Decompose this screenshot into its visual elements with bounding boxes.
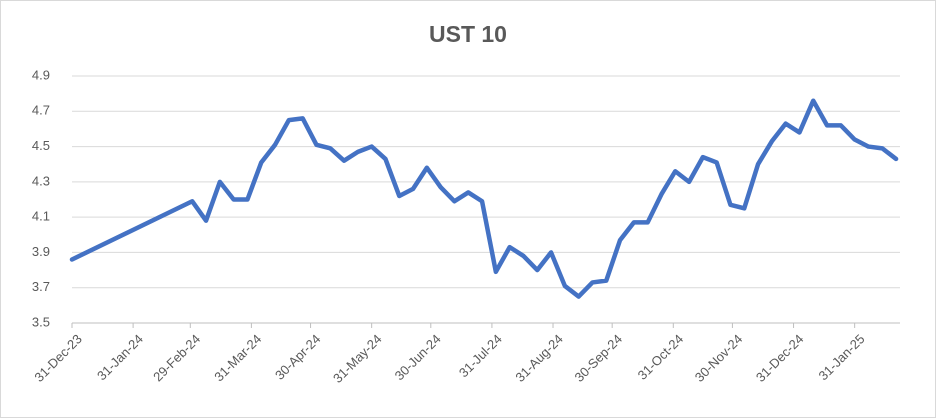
data-line	[69, 98, 899, 299]
y-tick-label: 4.3	[32, 173, 50, 188]
y-tick-label: 4.9	[32, 67, 50, 82]
chart-title: UST 10	[429, 21, 507, 47]
y-tick-label: 3.7	[32, 279, 50, 294]
y-tick-label: 3.9	[32, 244, 50, 259]
y-tick-label: 4.1	[32, 209, 50, 224]
y-tick-label: 3.5	[32, 314, 50, 329]
y-tick-label: 4.5	[32, 138, 50, 153]
y-tick-label: 4.7	[32, 103, 50, 118]
